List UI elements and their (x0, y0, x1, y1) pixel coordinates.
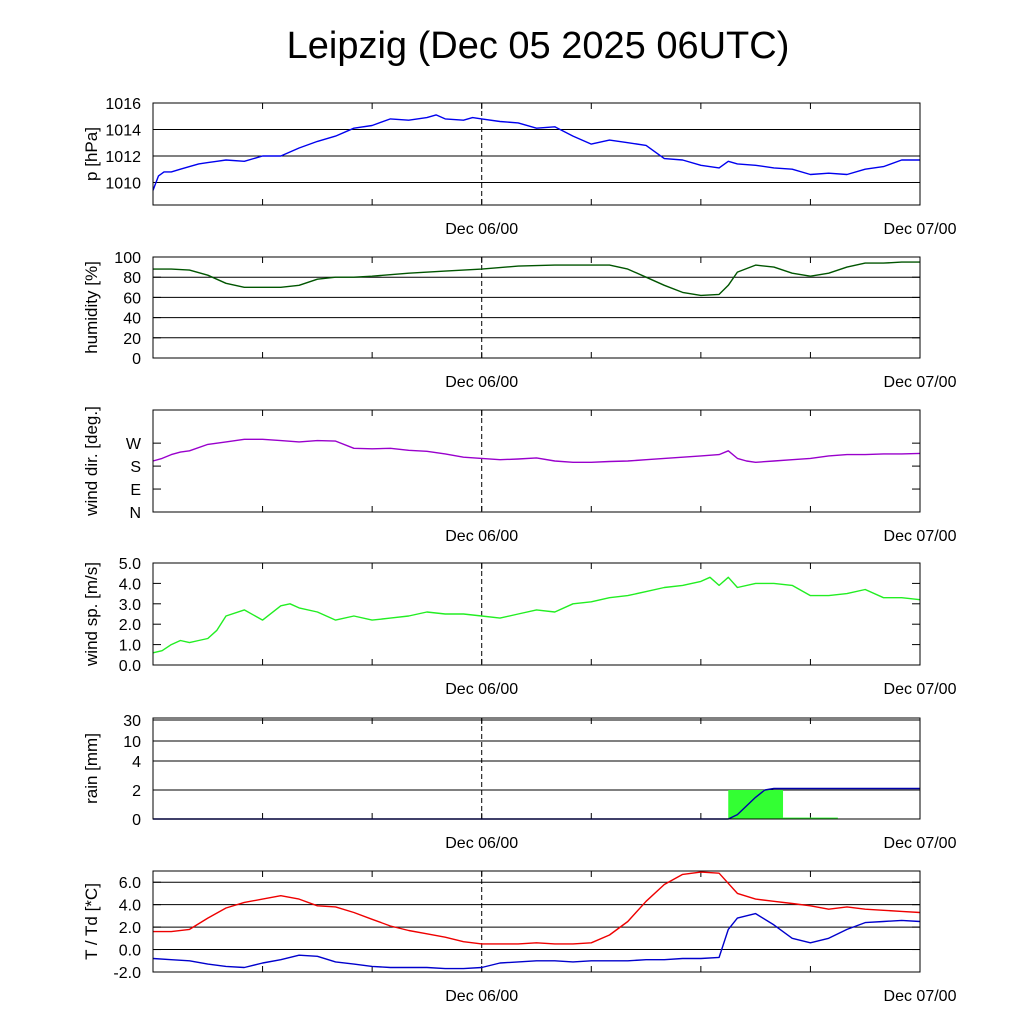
panel2-series-line-0 (153, 261, 920, 297)
panel4-xtick-label: Dec 07/00 (884, 681, 957, 698)
panel6-ytick-label: 4.0 (119, 898, 141, 915)
panel3-ytick-label: W (126, 436, 142, 453)
panel6-frame (152, 870, 921, 973)
panel1-xtick-label: Dec 07/00 (884, 221, 957, 238)
panel4-ytick-label: 3.0 (119, 597, 141, 614)
panel3-series-line-0 (152, 438, 921, 463)
panel6-xtick-label: Dec 06/00 (445, 988, 518, 1005)
panel5-series-line-0 (153, 787, 920, 820)
panel5-ytick-label: 30 (123, 713, 141, 730)
panel4-frame (152, 562, 921, 666)
panel2-ytick-label: 40 (123, 311, 141, 328)
panel2-xtick-label: Dec 06/00 (445, 374, 518, 391)
panel4-ytick-label: 5.0 (119, 556, 141, 573)
panel3-xtick-label: Dec 07/00 (884, 528, 957, 545)
panel3-frame (152, 409, 921, 513)
panel3-ylabel: wind dir. [deg.] (82, 406, 101, 517)
panel2-xtick-label: Dec 07/00 (884, 374, 957, 391)
panel3-ytick-label: S (130, 459, 141, 476)
panel5-ytick-label: 0 (132, 812, 141, 829)
panel1-ytick-label: 1012 (105, 149, 141, 166)
panel4-series-line-0 (152, 576, 921, 654)
panel5-ytick-label: 2 (132, 783, 141, 800)
panel2-ylabel: humidity [%] (82, 261, 101, 354)
panel1-series-line-0 (152, 114, 920, 191)
panel2-frame (152, 256, 921, 359)
panel3-ytick-label: E (130, 482, 141, 499)
panel4-ylabel: wind sp. [m/s] (82, 562, 101, 667)
panel2-ytick-label: 20 (123, 331, 141, 348)
panel6-ytick-label: -2.0 (113, 965, 141, 982)
panel5-ytick-label: 10 (123, 734, 141, 751)
panel1-xtick-label: Dec 06/00 (445, 221, 518, 238)
panel4-ytick-label: 1.0 (119, 638, 141, 655)
panel6-ytick-label: 6.0 (119, 875, 141, 892)
panel5-rain-bar-1 (783, 817, 838, 819)
panel2-ytick-label: 0 (132, 351, 141, 368)
panel6-series-line-0 (153, 871, 921, 945)
panel2-ytick-label: 80 (123, 270, 141, 287)
panel2-ytick-label: 100 (114, 250, 141, 267)
chart-title: Leipzig (Dec 05 2025 06UTC) (287, 25, 790, 67)
panel5-ylabel: rain [mm] (82, 733, 101, 804)
panel1-ytick-label: 1016 (105, 96, 141, 113)
panel6-xtick-label: Dec 07/00 (884, 988, 957, 1005)
panel3-xtick-label: Dec 06/00 (445, 528, 518, 545)
panel1-ytick-label: 1010 (105, 175, 141, 192)
panel6-series-line-1 (152, 912, 921, 970)
panel4-ytick-label: 4.0 (119, 576, 141, 593)
panel5-xtick-label: Dec 06/00 (445, 835, 518, 852)
panel6-ytick-label: 0.0 (119, 943, 141, 960)
panel1-ytick-label: 1014 (105, 122, 141, 139)
panel4-ytick-label: 2.0 (119, 617, 141, 634)
panel6-ylabel: T / Td [*C] (82, 883, 101, 960)
panel5-ytick-label: 4 (132, 754, 141, 771)
panel4-ytick-label: 0.0 (119, 658, 141, 675)
panel2-ytick-label: 60 (123, 290, 141, 307)
panel1-frame (152, 102, 921, 206)
panel1-ylabel: p [hPa] (82, 127, 101, 181)
panel5-xtick-label: Dec 07/00 (884, 835, 957, 852)
panel3-ytick-label: N (129, 505, 141, 522)
panel4-xtick-label: Dec 06/00 (445, 681, 518, 698)
panel5-frame (152, 717, 921, 820)
panel6-ytick-label: 2.0 (119, 920, 141, 937)
